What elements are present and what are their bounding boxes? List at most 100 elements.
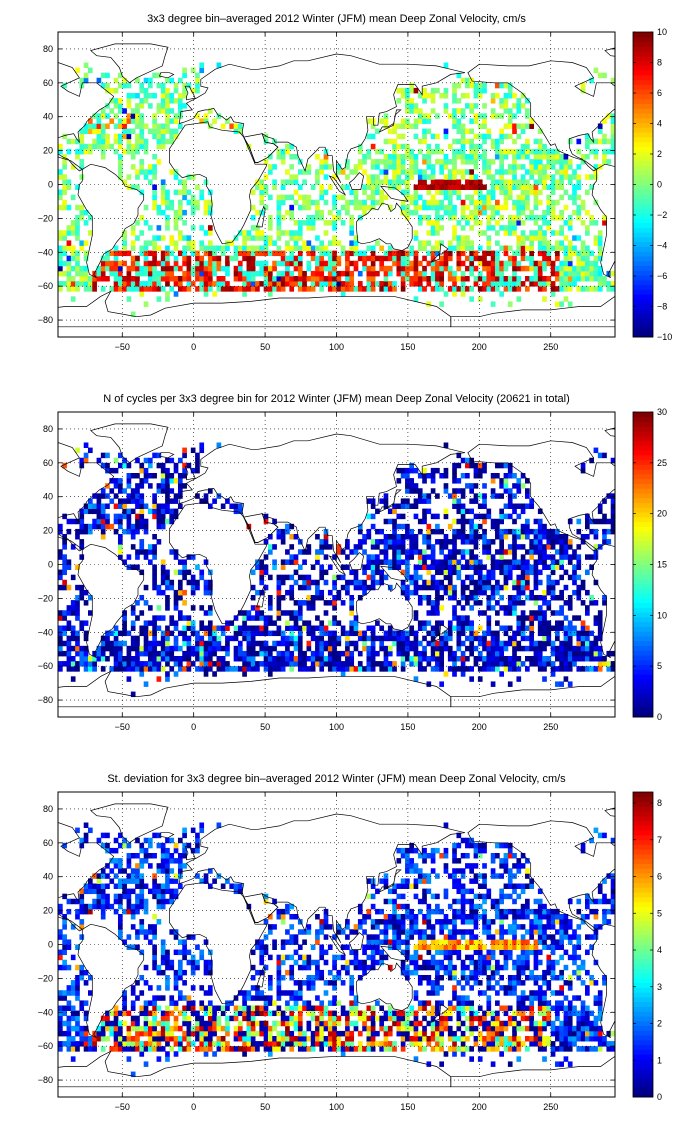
data-cell bbox=[490, 184, 496, 190]
data-cell bbox=[507, 164, 513, 170]
data-cell bbox=[452, 230, 457, 236]
data-cell bbox=[473, 209, 479, 216]
data-cell bbox=[332, 194, 337, 201]
data-cell bbox=[267, 194, 273, 201]
data-cell bbox=[452, 534, 457, 540]
colorbar-tick-label: −4 bbox=[657, 241, 667, 251]
colorbar-step bbox=[633, 227, 653, 233]
data-cell bbox=[66, 270, 72, 277]
data-cell bbox=[289, 625, 295, 631]
data-cell bbox=[126, 478, 132, 484]
data-cell bbox=[430, 225, 436, 231]
data-cell bbox=[375, 179, 380, 185]
data-cell bbox=[387, 539, 393, 545]
data-cell bbox=[400, 630, 406, 637]
data-cell bbox=[520, 661, 526, 667]
data-cell bbox=[597, 72, 603, 79]
data-cell bbox=[585, 640, 590, 647]
data-cell bbox=[139, 143, 145, 150]
data-cell bbox=[550, 666, 556, 672]
data-cell bbox=[430, 98, 436, 104]
data-cell bbox=[469, 265, 474, 272]
data-cell bbox=[96, 457, 102, 464]
data-cell bbox=[237, 245, 243, 251]
data-cell bbox=[555, 276, 560, 282]
data-cell bbox=[417, 215, 423, 221]
data-cell bbox=[447, 523, 453, 530]
y-tick-label: 20 bbox=[43, 526, 53, 536]
data-cell bbox=[152, 174, 157, 180]
data-cell bbox=[182, 250, 187, 257]
data-cell bbox=[306, 640, 312, 647]
coastline-iceland bbox=[674, 453, 688, 458]
data-cell bbox=[537, 215, 543, 221]
data-cell bbox=[70, 286, 76, 292]
data-cell bbox=[139, 503, 145, 509]
data-cell bbox=[610, 498, 615, 504]
data-cell bbox=[177, 123, 183, 129]
data-cell bbox=[499, 671, 504, 677]
data-cell bbox=[473, 199, 479, 206]
data-cell bbox=[460, 671, 466, 677]
data-cell bbox=[572, 564, 577, 570]
data-cell bbox=[430, 478, 436, 484]
data-cell bbox=[357, 528, 363, 535]
data-cell bbox=[469, 138, 474, 145]
data-cell bbox=[417, 488, 423, 494]
data-cell bbox=[520, 630, 526, 637]
data-cell bbox=[387, 650, 393, 657]
data-cell bbox=[452, 493, 457, 499]
data-cell bbox=[409, 108, 415, 114]
panel-mean-velocity: 3x3 degree bin–averaged 2012 Winter (JFM… bbox=[0, 0, 696, 380]
data-cell bbox=[113, 286, 119, 292]
data-cell bbox=[597, 630, 603, 637]
data-cell bbox=[417, 493, 423, 499]
data-cell bbox=[319, 564, 325, 570]
data-cell bbox=[182, 656, 187, 662]
data-cell bbox=[285, 559, 290, 565]
data-cell bbox=[293, 569, 299, 576]
data-cell bbox=[520, 574, 526, 581]
data-cell bbox=[255, 630, 260, 637]
data-cell bbox=[195, 113, 200, 119]
data-cell bbox=[546, 600, 552, 606]
data-cell bbox=[323, 656, 329, 662]
data-cell bbox=[495, 113, 500, 119]
data-cell bbox=[400, 118, 406, 124]
data-cell bbox=[160, 630, 166, 637]
data-cell bbox=[499, 625, 504, 631]
data-cell bbox=[507, 189, 513, 196]
data-cell bbox=[62, 584, 67, 591]
data-cell bbox=[323, 164, 329, 170]
data-cell bbox=[426, 640, 432, 647]
data-cell bbox=[503, 645, 509, 652]
data-cell bbox=[405, 467, 410, 474]
data-cell bbox=[169, 549, 175, 555]
data-cell bbox=[533, 645, 539, 652]
data-cell bbox=[439, 204, 445, 211]
data-cell bbox=[272, 286, 277, 292]
data-cell bbox=[105, 250, 110, 257]
data-cell bbox=[117, 98, 123, 104]
data-cell bbox=[169, 650, 175, 657]
data-cell bbox=[503, 260, 509, 267]
data-cell bbox=[559, 656, 564, 662]
data-cell bbox=[499, 569, 504, 576]
data-cell bbox=[152, 584, 157, 591]
data-cell bbox=[490, 194, 496, 201]
data-cell bbox=[323, 148, 329, 155]
data-cell bbox=[255, 640, 260, 647]
data-cell bbox=[405, 194, 410, 201]
data-cell bbox=[430, 650, 436, 657]
data-cell bbox=[456, 666, 462, 672]
data-cell bbox=[379, 645, 385, 652]
data-cell bbox=[460, 113, 466, 119]
data-cell bbox=[160, 103, 166, 109]
data-cell bbox=[516, 483, 522, 489]
data-cell bbox=[105, 87, 110, 94]
data-cell bbox=[525, 635, 530, 642]
data-cell bbox=[426, 276, 432, 282]
data-cell bbox=[327, 666, 333, 672]
data-cell bbox=[62, 534, 67, 540]
data-cell bbox=[280, 640, 286, 647]
